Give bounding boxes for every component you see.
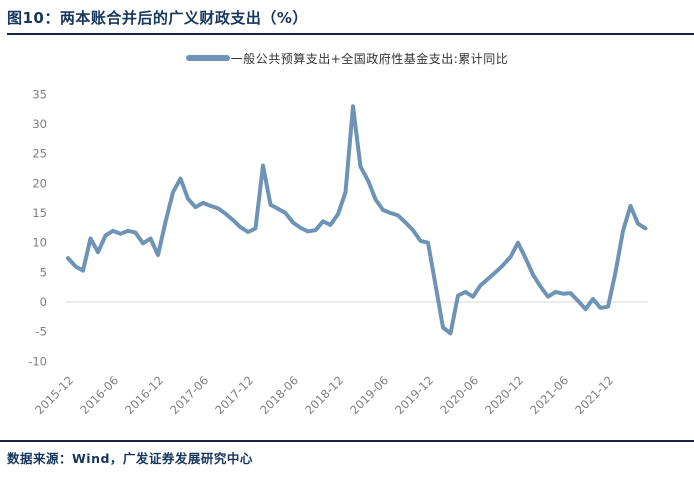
y-axis-tick-label: -5 xyxy=(36,325,47,339)
x-axis-tick-label: 2018-06 xyxy=(257,373,301,417)
x-axis-tick-label: 2020-12 xyxy=(482,373,526,417)
y-axis-tick-label: 25 xyxy=(32,147,47,161)
x-axis-tick-label: 2020-06 xyxy=(437,373,481,417)
title-divider-rule xyxy=(7,33,694,35)
y-axis-tick-label: 5 xyxy=(40,265,47,279)
x-axis-tick-label: 2019-06 xyxy=(347,373,391,417)
chart-area: 35 30 25 20 15 10 5 0 -5 -10 2015-12 2016-06 2016-12… xyxy=(0,85,694,420)
y-axis-tick-label: 20 xyxy=(32,176,47,190)
y-axis-tick-label: 35 xyxy=(32,87,47,101)
series-line xyxy=(66,104,648,336)
x-axis-tick-label: 2019-12 xyxy=(392,373,436,417)
legend-line-marker xyxy=(185,55,230,61)
figure-title: 图10：两本账合并后的广义财政支出（%） xyxy=(7,9,308,27)
data-source-text: 数据来源：Wind，广发证券发展研究中心 xyxy=(7,451,253,466)
y-axis-tick-label: 30 xyxy=(32,117,47,131)
figure-footer: 数据来源：Wind，广发证券发展研究中心 xyxy=(0,440,694,467)
fiscal-line-chart-svg: 35 30 25 20 15 10 5 0 -5 -10 2015-12 2016-06 2016-12… xyxy=(28,87,648,417)
y-axis-tick-label: 10 xyxy=(32,236,47,250)
x-axis-tick-label: 2018-12 xyxy=(302,373,346,417)
y-axis-tick-label: 15 xyxy=(32,206,47,220)
x-axis-tick-label: 2021-06 xyxy=(527,373,571,417)
chart-legend: 一般公共预算支出+全国政府性基金支出:累计同比 xyxy=(0,50,694,66)
y-axis-tick-label: 0 xyxy=(40,295,47,309)
x-axis-tick-label: 2017-06 xyxy=(167,373,211,417)
x-axis-tick-label: 2015-12 xyxy=(32,373,76,417)
footer-divider-rule xyxy=(0,440,694,442)
x-axis-tick-label: 2021-12 xyxy=(572,373,616,417)
legend-series-label: 一般公共预算支出+全国政府性基金支出:累计同比 xyxy=(230,51,509,66)
x-axis-tick-label: 2016-12 xyxy=(122,373,166,417)
x-axis-tick-label: 2016-06 xyxy=(77,373,121,417)
y-axis-tick-label: -10 xyxy=(28,354,47,368)
figure-header: 图10：两本账合并后的广义财政支出（%） xyxy=(0,0,694,35)
x-axis-tick-label: 2017-12 xyxy=(212,373,256,417)
